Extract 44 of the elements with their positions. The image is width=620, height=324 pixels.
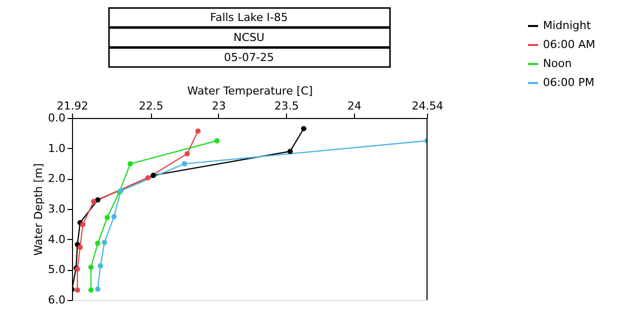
point — [74, 287, 80, 293]
point — [128, 161, 133, 166]
y-tick-label: 1.0 — [48, 142, 66, 155]
point — [184, 151, 190, 156]
point — [104, 214, 110, 220]
point — [95, 197, 100, 203]
legend-label: Midnight — [543, 19, 592, 32]
x-tick-label: 24.54 — [412, 100, 444, 112]
y-tick-label: 4.0 — [48, 232, 66, 246]
point — [88, 264, 94, 270]
point — [301, 126, 306, 132]
x-tick-label: 21.92 — [56, 100, 88, 112]
legend-label: Noon — [543, 57, 572, 70]
y-tick-label: 5.0 — [48, 263, 66, 276]
legend-label: 06:00 AM — [543, 38, 596, 51]
point — [95, 240, 100, 246]
y-axis-title: Water Depth [m] — [32, 163, 46, 256]
point — [98, 263, 104, 268]
y-tick-label: 3.0 — [48, 202, 66, 216]
x-axis-title: Water Temperature [C] — [187, 84, 313, 98]
x-tick-label: 23 — [212, 100, 226, 112]
point — [150, 172, 156, 178]
point — [288, 148, 293, 154]
x-tick-label: 24 — [347, 100, 362, 112]
point — [91, 198, 96, 204]
legend-label: 06:00 PM — [543, 76, 594, 89]
point — [195, 128, 201, 134]
y-tick-label: 0.0 — [48, 112, 66, 124]
point — [111, 214, 117, 220]
text: 05-07-25 — [224, 51, 274, 64]
y-tick-label: 6.0 — [48, 294, 66, 306]
point — [182, 161, 188, 166]
point — [145, 175, 151, 180]
point — [214, 138, 220, 144]
x-tick-label: 22.5 — [138, 100, 164, 112]
y-tick-label: 2.0 — [48, 172, 66, 186]
point — [77, 244, 83, 250]
point — [80, 222, 86, 228]
point — [102, 240, 108, 246]
chart-title: Falls Lake I-85 — [210, 11, 288, 24]
chart-subtitle: NCSU — [234, 31, 264, 44]
point — [95, 286, 100, 292]
point — [88, 287, 94, 293]
x-tick-label: 23.5 — [274, 100, 299, 112]
